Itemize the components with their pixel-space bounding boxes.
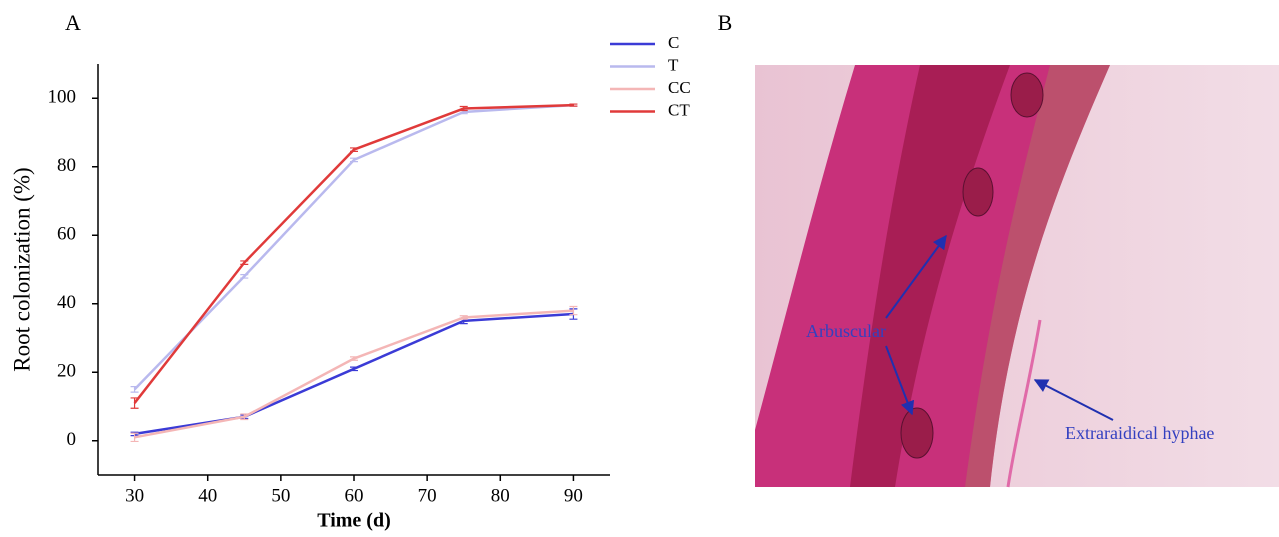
error-bar [350,356,358,361]
x-tick-label: 30 [125,485,144,506]
error-bar [569,305,578,316]
legend-label: CT [668,100,690,119]
error-bar [350,147,358,152]
x-tick-label: 70 [418,485,437,506]
micrograph: Arbuscular Extraraidical hyphae [755,65,1279,488]
legend-label: C [668,33,679,52]
error-bar [240,413,249,421]
y-axis-title: Root colonization (%) [9,167,34,371]
panel-label: A [65,10,81,35]
x-tick-label: 90 [564,485,583,506]
error-bar [569,103,578,107]
error-bar [350,157,358,163]
x-tick-label: 80 [491,485,510,506]
x-tick-label: 40 [198,485,217,506]
error-bar [240,274,249,279]
error-bar [459,315,468,320]
error-bar [350,366,358,372]
error-bar [130,397,139,409]
annotation: Extraraidical hyphae [1065,423,1214,443]
error-bar [130,432,139,443]
y-tick-label: 60 [57,224,76,245]
error-bar [459,105,468,112]
legend-label: CC [668,78,691,97]
y-tick-label: 20 [57,361,76,382]
y-tick-label: 0 [67,429,77,450]
error-bar [130,386,139,393]
x-tick-label: 50 [271,485,290,506]
error-bar [240,260,249,265]
y-tick-label: 80 [57,155,76,176]
x-tick-label: 60 [345,485,364,506]
y-tick-label: 100 [48,87,77,108]
annotation: Arbuscular [806,321,886,341]
legend-label: T [668,55,679,74]
series-line [134,309,574,439]
x-axis-title: Time (d) [317,510,391,532]
panel-label: B [718,10,733,35]
y-tick-label: 40 [57,292,76,313]
series-line [134,312,574,436]
